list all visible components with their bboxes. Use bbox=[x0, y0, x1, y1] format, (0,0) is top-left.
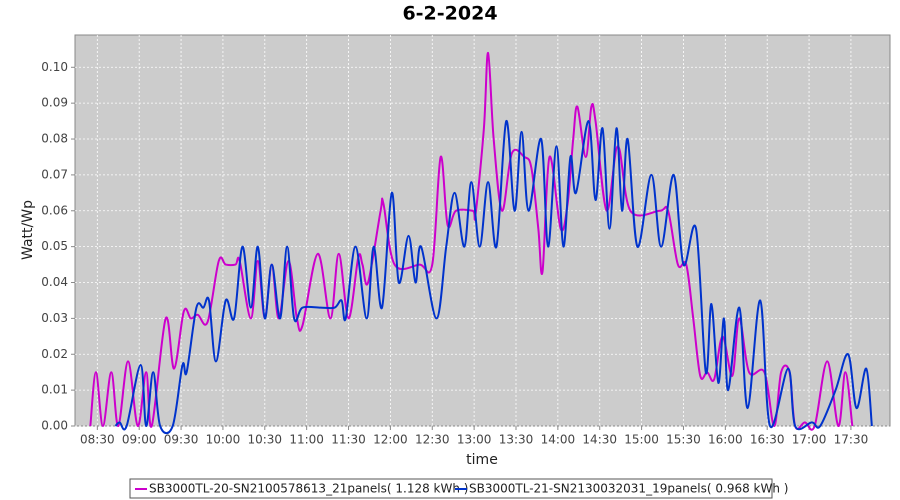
x-tick-label: 09:30 bbox=[164, 433, 199, 447]
x-tick-label: 15:00 bbox=[624, 433, 659, 447]
x-tick-label: 17:00 bbox=[792, 433, 827, 447]
y-tick-label: 0.06 bbox=[41, 203, 68, 217]
x-tick-label: 11:30 bbox=[331, 433, 366, 447]
y-tick-label: 0.07 bbox=[41, 167, 68, 181]
legend bbox=[129, 478, 773, 499]
x-tick-label: 14:00 bbox=[541, 433, 576, 447]
chart-title: 6-2-2024 bbox=[402, 3, 497, 25]
y-tick-label: 0.10 bbox=[41, 60, 68, 74]
x-tick-label: 13:00 bbox=[457, 433, 492, 447]
y-tick-label: 0.01 bbox=[41, 383, 68, 397]
x-tick-label: 10:30 bbox=[247, 433, 282, 447]
y-tick-label: 0.03 bbox=[41, 311, 68, 325]
y-tick-label: 0.04 bbox=[41, 275, 68, 289]
x-tick-label: 13:30 bbox=[499, 433, 534, 447]
legend-label: SB3000TL-20-SN2100578613_21panels( 1.128… bbox=[149, 482, 468, 496]
x-tick-label: 11:00 bbox=[289, 433, 324, 447]
x-tick-label: 12:30 bbox=[415, 433, 450, 447]
x-tick-label: 16:00 bbox=[708, 433, 743, 447]
x-tick-label: 09:00 bbox=[122, 433, 157, 447]
x-tick-label: 15:30 bbox=[666, 433, 701, 447]
y-tick-label: 0.09 bbox=[41, 96, 68, 110]
y-tick-label: 0.08 bbox=[41, 132, 68, 146]
series-line bbox=[114, 120, 873, 435]
x-tick-label: 14:30 bbox=[582, 433, 617, 447]
x-tick-label: 17:30 bbox=[834, 433, 869, 447]
y-tick-label: 0.00 bbox=[41, 419, 68, 433]
x-tick-label: 08:30 bbox=[80, 433, 115, 447]
y-tick-label: 0.02 bbox=[41, 347, 68, 361]
y-tick-label: 0.05 bbox=[41, 239, 68, 253]
x-tick-label: 16:30 bbox=[750, 433, 785, 447]
x-axis-label: time bbox=[466, 452, 498, 468]
legend-label: SB3000TL-21-SN2130032031_19panels( 0.968… bbox=[469, 482, 788, 496]
x-tick-label: 10:00 bbox=[206, 433, 241, 447]
x-tick-label: 12:00 bbox=[373, 433, 408, 447]
y-axis-label: Watt/Wp bbox=[20, 200, 36, 260]
